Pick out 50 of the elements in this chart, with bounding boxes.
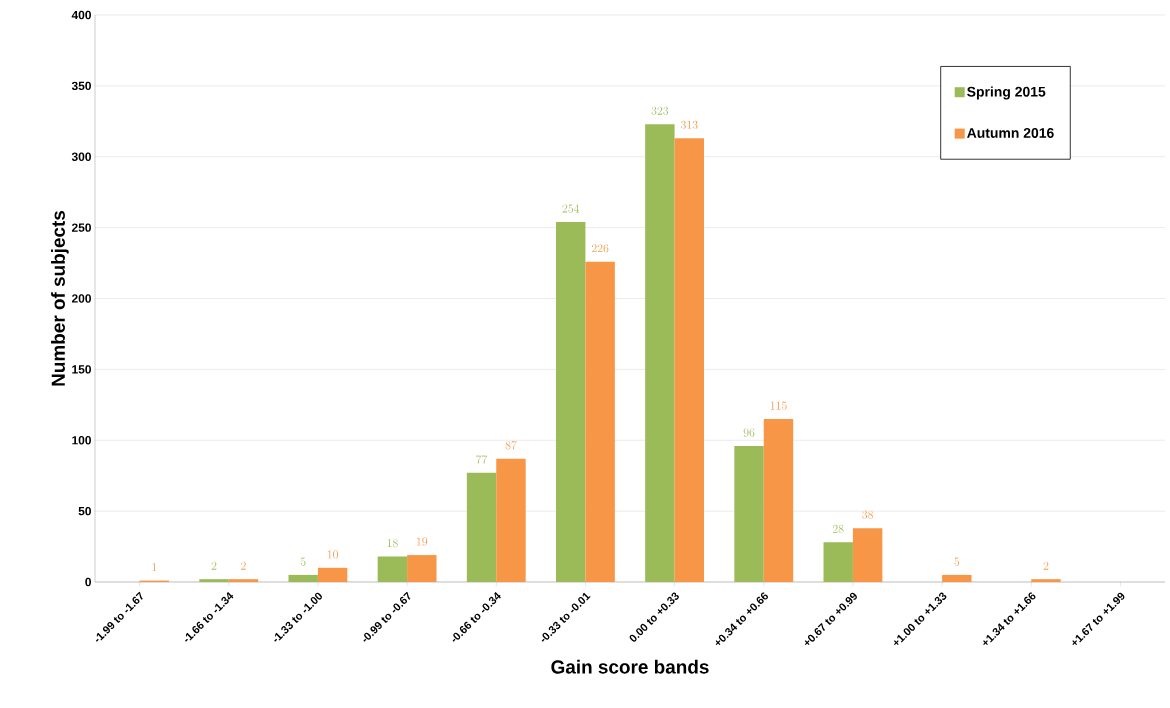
y-tick-label: 350 bbox=[71, 81, 91, 91]
data-label: 226 bbox=[591, 244, 609, 253]
bar bbox=[1031, 579, 1061, 582]
bar bbox=[496, 458, 526, 582]
data-label: 96 bbox=[743, 428, 755, 437]
bar bbox=[674, 138, 705, 582]
data-label: 1 bbox=[152, 563, 157, 572]
bar bbox=[763, 418, 794, 582]
bar bbox=[556, 221, 586, 582]
bar bbox=[466, 472, 497, 582]
x-axis-title: Gain score bands bbox=[551, 659, 709, 674]
data-label: 323 bbox=[651, 106, 669, 115]
data-label: 38 bbox=[862, 510, 873, 519]
y-axis-title: Number of subjects bbox=[51, 210, 69, 386]
bar bbox=[585, 261, 615, 582]
y-tick-label: 150 bbox=[72, 365, 91, 374]
data-label: 10 bbox=[327, 550, 338, 559]
data-label: 2 bbox=[241, 561, 246, 570]
data-label: 77 bbox=[476, 455, 488, 464]
data-label: 115 bbox=[770, 401, 787, 410]
y-tick-label: 100 bbox=[72, 436, 91, 445]
y-tick-label: 300 bbox=[71, 152, 91, 161]
y-tick-label: 200 bbox=[71, 294, 91, 303]
bar bbox=[288, 574, 318, 582]
data-label: 5 bbox=[954, 557, 960, 566]
data-label: 18 bbox=[387, 539, 398, 548]
bar bbox=[645, 124, 675, 582]
data-label: 2 bbox=[211, 561, 217, 570]
y-tick-label: 50 bbox=[78, 506, 91, 516]
bar bbox=[317, 567, 348, 582]
bar bbox=[734, 445, 764, 582]
y-tick-label: 400 bbox=[71, 10, 91, 20]
data-label: 87 bbox=[505, 441, 517, 450]
data-label: 2 bbox=[1043, 561, 1049, 570]
data-label: 254 bbox=[562, 204, 580, 213]
bar bbox=[942, 574, 972, 582]
legend-label: Spring 2015 bbox=[967, 86, 1046, 100]
data-label: 313 bbox=[681, 120, 698, 130]
bar bbox=[823, 542, 853, 582]
legend-label: Autumn 2016 bbox=[967, 127, 1054, 138]
data-label: 28 bbox=[832, 524, 844, 534]
bar bbox=[199, 579, 229, 582]
bar bbox=[852, 528, 883, 582]
bar bbox=[377, 556, 408, 582]
y-tick-label: 0 bbox=[85, 577, 91, 587]
bar bbox=[407, 555, 437, 582]
y-tick-label: 250 bbox=[71, 223, 91, 232]
data-label: 19 bbox=[417, 537, 428, 546]
data-label: 5 bbox=[300, 557, 306, 566]
bar bbox=[228, 579, 259, 582]
